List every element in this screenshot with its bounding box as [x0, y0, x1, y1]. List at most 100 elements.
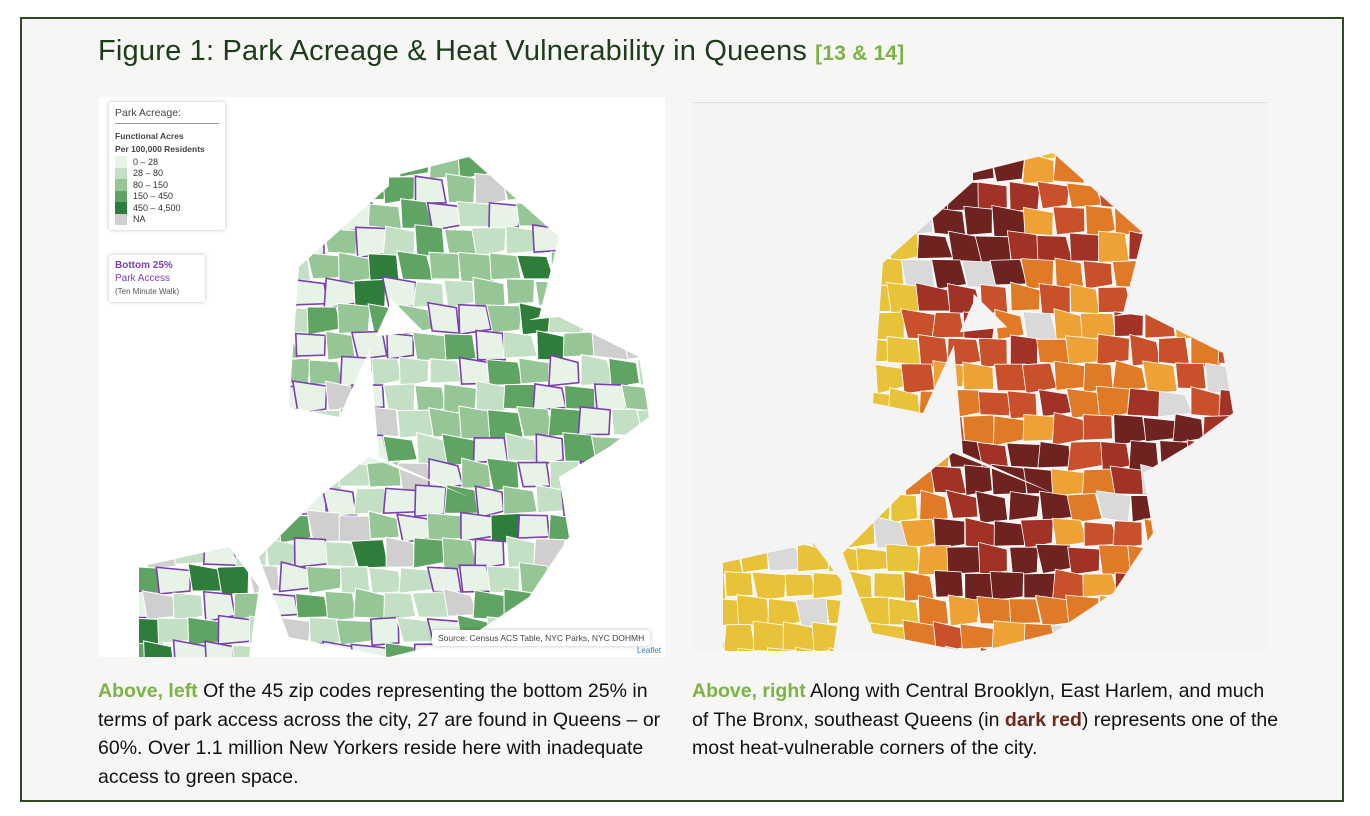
zip-area — [1036, 153, 1073, 160]
zip-area — [946, 283, 982, 316]
zip-area — [1143, 518, 1173, 546]
zip-area — [429, 358, 462, 384]
zip-area — [962, 155, 995, 183]
zip-area — [811, 621, 845, 651]
zip-area — [577, 405, 612, 436]
zip-area — [844, 569, 873, 601]
zip-area — [338, 251, 374, 285]
zip-area — [1008, 181, 1041, 212]
zip-area — [234, 432, 269, 463]
zip-area — [872, 206, 906, 236]
zip-area — [1064, 647, 1103, 651]
zip-area — [1054, 257, 1084, 288]
zip-area — [221, 97, 254, 125]
zip-area — [461, 457, 492, 489]
zip-area — [1262, 206, 1267, 237]
zip-area — [472, 589, 507, 621]
zip-area — [887, 646, 923, 651]
zip-area — [204, 640, 237, 657]
zip-area — [886, 281, 922, 314]
zip-area — [795, 334, 833, 364]
zip-area — [1144, 312, 1176, 339]
zip-area — [99, 461, 131, 491]
zip-area — [1248, 339, 1267, 366]
zip-area — [426, 512, 463, 543]
zip-area — [1022, 153, 1055, 184]
zip-area — [1261, 520, 1267, 549]
zip-area — [486, 157, 524, 180]
zip-area — [292, 642, 327, 657]
zip-area — [653, 277, 665, 306]
zip-area — [504, 123, 537, 149]
zip-area — [502, 383, 537, 411]
zip-area — [101, 516, 133, 540]
zip-area — [1098, 230, 1130, 263]
zip-area — [294, 332, 327, 357]
caption-text: Of the 45 zip codes representing the bot… — [98, 680, 661, 788]
zip-area — [591, 225, 626, 256]
zip-area — [962, 361, 995, 391]
zip-area — [1126, 387, 1163, 418]
zip-area — [292, 279, 329, 306]
zip-area — [367, 303, 400, 333]
zip-area — [579, 513, 613, 540]
zip-area — [1022, 206, 1054, 236]
zip-area — [855, 281, 893, 313]
zip-area — [1051, 517, 1088, 548]
zip-area — [139, 513, 165, 541]
zip-area — [218, 358, 252, 386]
zip-area — [974, 235, 1012, 263]
zip-area — [736, 387, 771, 420]
legend-item: 28 – 80 — [115, 167, 219, 179]
zip-area — [591, 488, 627, 517]
zip-area — [592, 173, 626, 207]
zip-area — [139, 410, 162, 435]
park-acreage-map[interactable]: Park Acreage: Functional Acres Per 100,0… — [99, 97, 665, 657]
zip-area — [1020, 258, 1054, 290]
zip-area — [1141, 206, 1176, 237]
zip-area — [292, 124, 326, 152]
zip-area — [653, 328, 665, 361]
zip-area — [826, 647, 863, 651]
zip-area — [1158, 390, 1193, 418]
zip-area — [1173, 467, 1207, 499]
zip-area — [202, 535, 240, 567]
zip-area — [638, 157, 649, 179]
zip-area — [339, 355, 373, 389]
zip-area — [723, 153, 755, 184]
zip-area — [488, 202, 523, 231]
zip-area — [724, 259, 756, 287]
zip-area — [560, 175, 598, 203]
zip-area — [946, 546, 981, 575]
zip-area — [753, 205, 784, 233]
caption-lead: Above, left — [98, 680, 198, 702]
zip-area — [723, 597, 742, 627]
zip-area — [608, 157, 643, 181]
zip-area — [962, 311, 996, 341]
zip-area — [653, 228, 665, 256]
zip-area — [100, 303, 133, 332]
zip-area — [1249, 648, 1267, 651]
zip-area — [201, 432, 237, 466]
zip-area — [1248, 180, 1267, 211]
zip-area — [1143, 621, 1179, 650]
zip-area — [1160, 542, 1193, 575]
zip-area — [99, 564, 131, 595]
zip-area — [651, 177, 665, 201]
zip-area — [531, 124, 565, 154]
zip-area — [1128, 646, 1161, 651]
zip-area — [563, 384, 596, 411]
zip-area — [751, 359, 785, 389]
zip-area — [1010, 649, 1040, 651]
zip-area — [500, 175, 538, 201]
zip-area — [1052, 153, 1085, 184]
legend-item: 80 – 150 — [115, 179, 219, 191]
legend-swatch — [115, 213, 127, 225]
leaflet-link[interactable]: Leaflet — [636, 646, 661, 655]
zip-area — [840, 363, 876, 391]
zip-area — [231, 487, 270, 518]
zip-area — [871, 417, 908, 444]
zip-area — [321, 486, 358, 518]
zip-area — [231, 644, 265, 657]
zip-area — [978, 541, 1008, 576]
